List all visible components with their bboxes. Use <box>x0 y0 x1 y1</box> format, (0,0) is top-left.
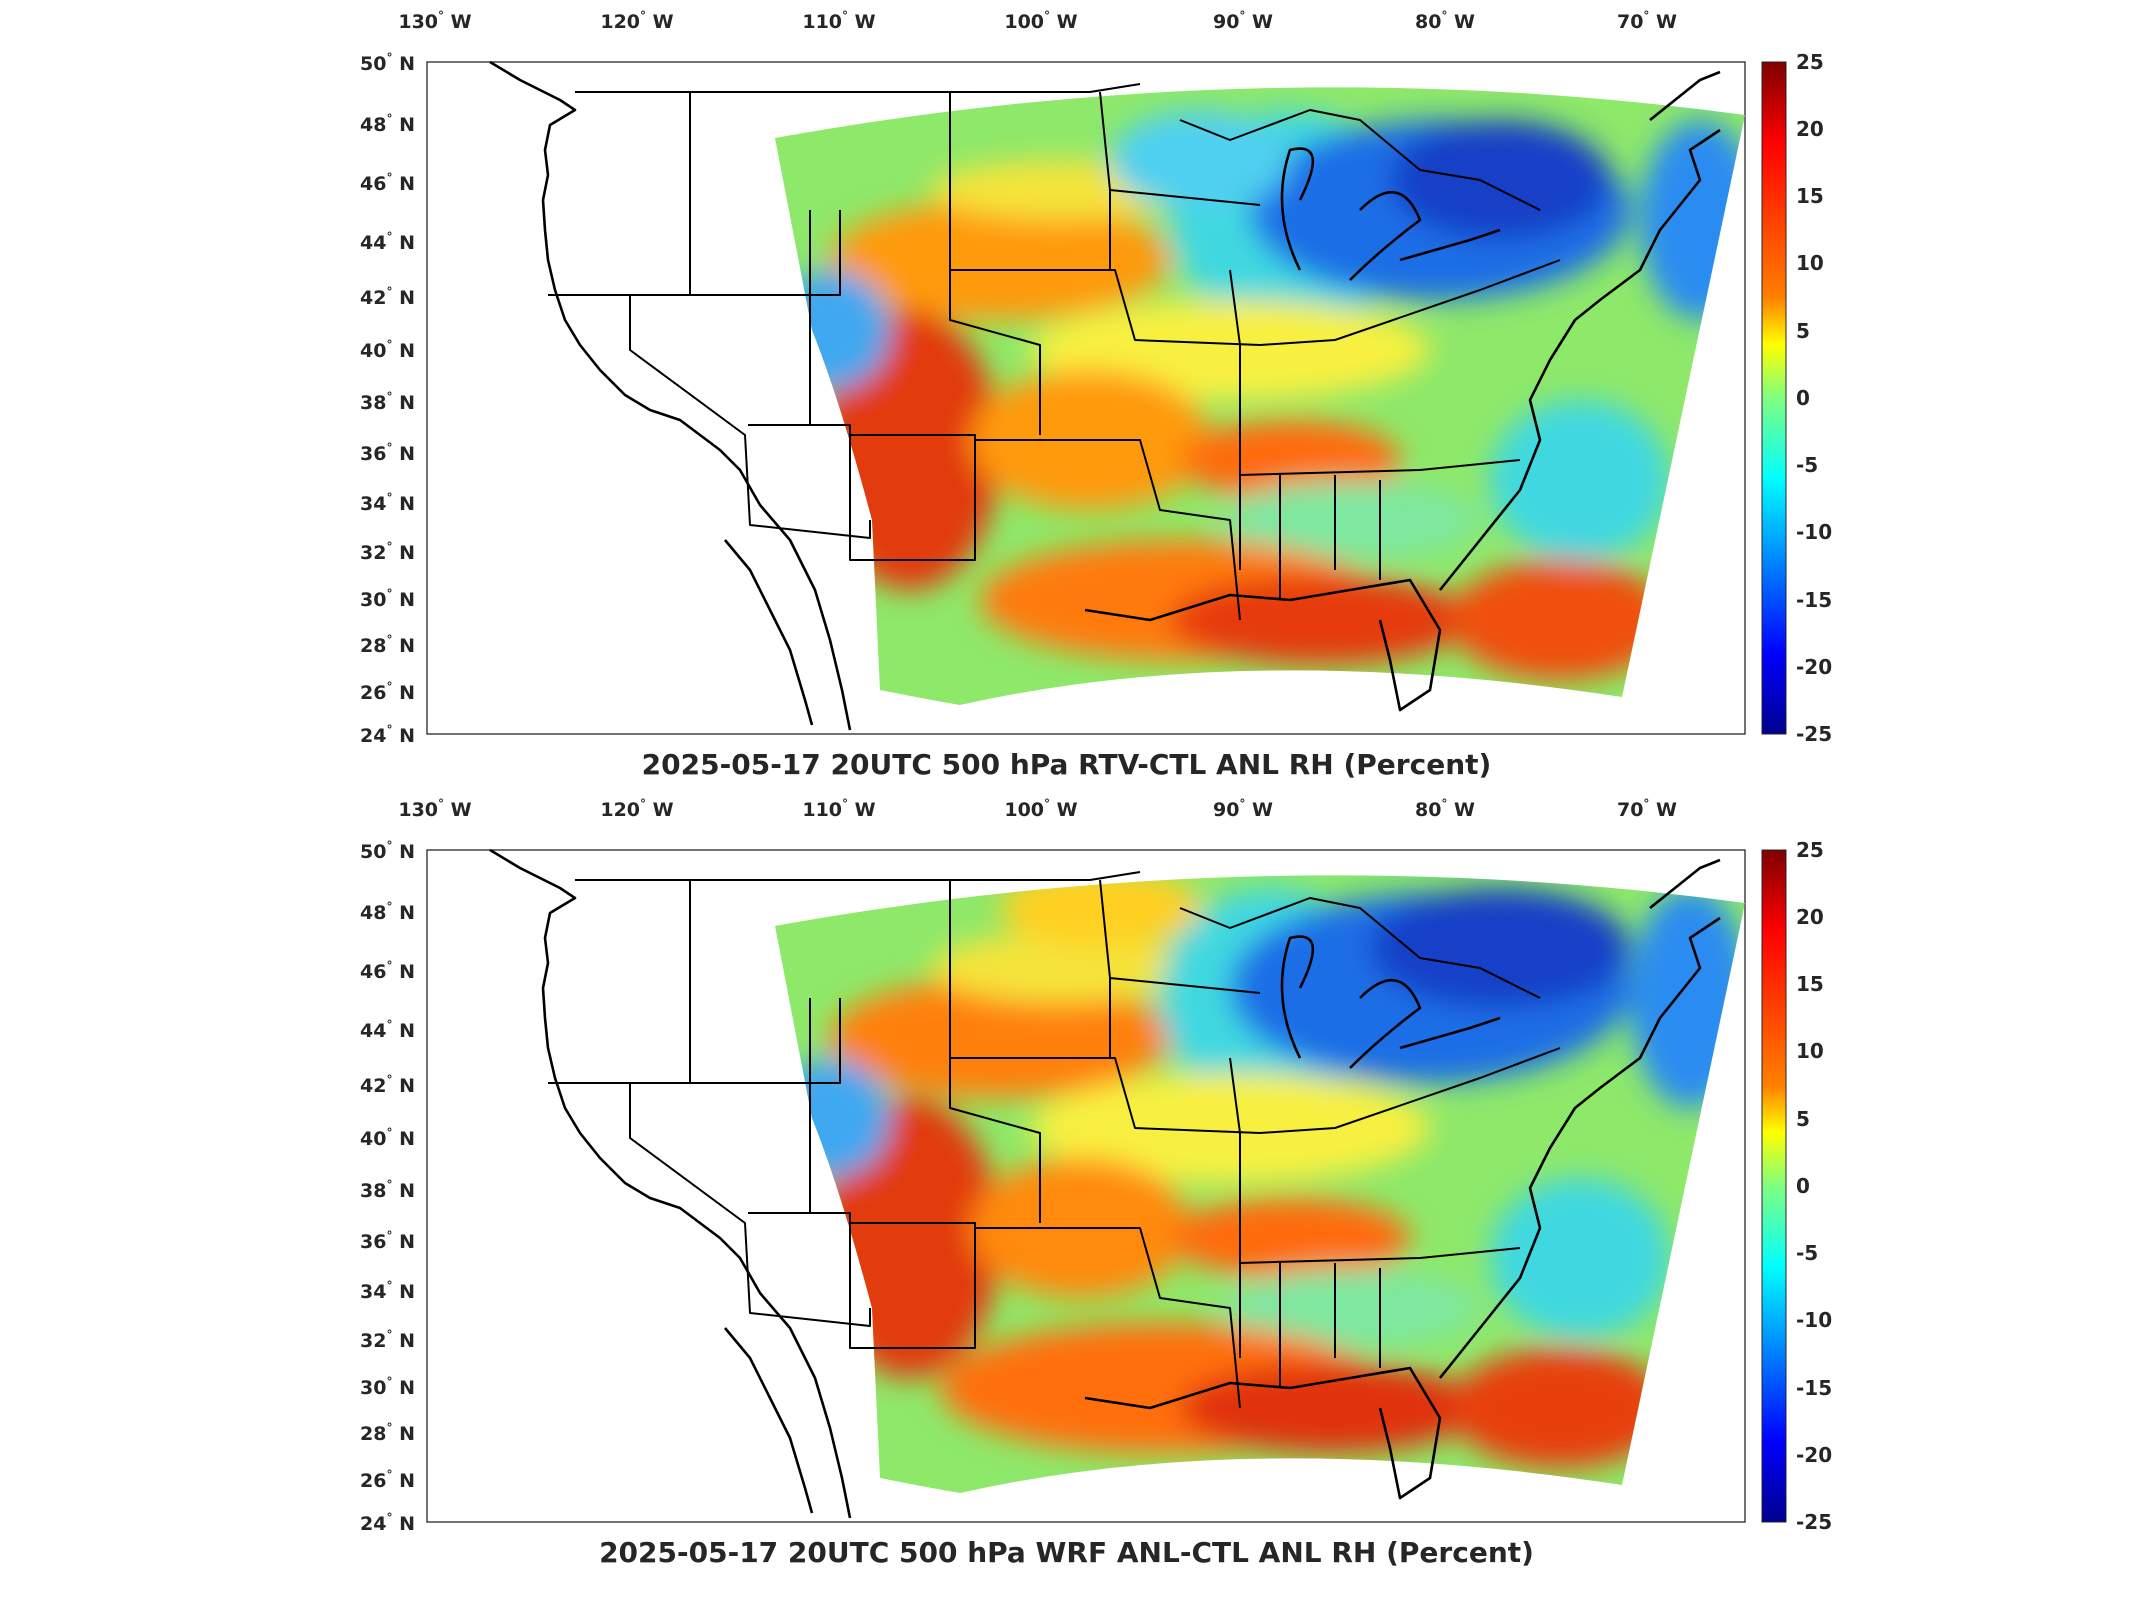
lat-label: 48° N <box>360 112 415 136</box>
lon-label: 70° W <box>1617 797 1677 821</box>
lat-label: 38° N <box>360 1178 415 1202</box>
colorbar: 25 20 15 10 5 0 -5 -10 -15 -20 -25 <box>1761 50 1832 746</box>
colorbar-label: 10 <box>1796 251 1824 275</box>
lat-label: 46° N <box>360 959 415 983</box>
lat-label: 30° N <box>360 587 415 611</box>
longitude-labels: 130° W 120° W 110° W 100° W 90° W 80° W … <box>398 9 1677 33</box>
colorbar-label: 5 <box>1796 319 1810 343</box>
lat-label: 26° N <box>360 1468 415 1492</box>
colorbar-label: 25 <box>1796 838 1824 862</box>
lat-label: 46° N <box>360 171 415 195</box>
colorbar-label: 0 <box>1796 386 1810 410</box>
colorbar-label: 5 <box>1796 1107 1810 1131</box>
lon-label: 90° W <box>1213 797 1273 821</box>
lon-label: 120° W <box>600 9 673 33</box>
lat-label: 50° N <box>360 51 415 75</box>
lat-label: 34° N <box>360 1279 415 1303</box>
lat-label: 32° N <box>360 540 415 564</box>
colorbar: 25 20 15 10 5 0 -5 -10 -15 -20 -25 <box>1761 838 1832 1534</box>
colorbar-label: 0 <box>1796 1174 1810 1198</box>
lat-label: 28° N <box>360 1421 415 1445</box>
rh-difference-field <box>775 875 1745 1493</box>
lat-label: 38° N <box>360 390 415 414</box>
lat-label: 42° N <box>360 1073 415 1097</box>
map-panel-top: 130° W 120° W 110° W 100° W 90° W 80° W … <box>360 9 1832 781</box>
lon-label: 90° W <box>1213 9 1273 33</box>
lat-label: 26° N <box>360 680 415 704</box>
lon-label: 130° W <box>398 9 471 33</box>
map-figure-bottom: 130° W 120° W 110° W 100° W 90° W 80° W … <box>360 797 1832 1535</box>
lat-label: 28° N <box>360 633 415 657</box>
colorbar-label: -15 <box>1796 588 1832 612</box>
lat-label: 30° N <box>360 1375 415 1399</box>
colorbar-label: 10 <box>1796 1039 1824 1063</box>
lon-label: 100° W <box>1004 797 1077 821</box>
colorbar-scale <box>1761 61 1787 735</box>
coastlines-and-borders <box>489 848 1721 1519</box>
lon-label: 70° W <box>1617 9 1677 33</box>
colorbar-label: -5 <box>1796 453 1818 477</box>
colorbar-label: -25 <box>1796 722 1832 746</box>
colorbar-label: -25 <box>1796 1510 1832 1534</box>
rh-difference-field <box>775 87 1745 705</box>
lat-label: 24° N <box>360 723 415 747</box>
colorbar-label: -10 <box>1796 520 1832 544</box>
lat-label: 40° N <box>360 1126 415 1150</box>
lon-label: 100° W <box>1004 9 1077 33</box>
colorbar-scale <box>1761 849 1787 1523</box>
colorbar-label: 20 <box>1796 117 1824 141</box>
colorbar-label: -20 <box>1796 655 1832 679</box>
longitude-labels: 130° W 120° W 110° W 100° W 90° W 80° W … <box>398 797 1677 821</box>
colorbar-label: 15 <box>1796 184 1824 208</box>
lat-label: 36° N <box>360 1229 415 1253</box>
map-figure-top: 130° W 120° W 110° W 100° W 90° W 80° W … <box>360 9 1832 747</box>
lat-label: 24° N <box>360 1511 415 1535</box>
latitude-labels: 50° N 48° N 46° N 44° N 42° N 40° N 38° … <box>360 51 415 747</box>
lon-label: 80° W <box>1415 9 1475 33</box>
panel-title: 2025-05-17 20UTC 500 hPa RTV-CTL ANL RH … <box>641 748 1492 781</box>
lat-label: 34° N <box>360 491 415 515</box>
colorbar-label: 25 <box>1796 50 1824 74</box>
colorbar-label: -10 <box>1796 1308 1832 1332</box>
lat-label: 40° N <box>360 338 415 362</box>
latitude-labels: 50° N 48° N 46° N 44° N 42° N 40° N 38° … <box>360 839 415 1535</box>
colorbar-label: -5 <box>1796 1241 1818 1265</box>
lat-label: 36° N <box>360 441 415 465</box>
colorbar-label: 20 <box>1796 905 1824 929</box>
coastlines-and-borders <box>489 60 1721 731</box>
lat-label: 42° N <box>360 285 415 309</box>
lon-label: 130° W <box>398 797 471 821</box>
map-panel-bottom: 130° W 120° W 110° W 100° W 90° W 80° W … <box>0 788 2133 1588</box>
lat-label: 48° N <box>360 900 415 924</box>
lat-label: 32° N <box>360 1328 415 1352</box>
lon-label: 120° W <box>600 797 673 821</box>
lon-label: 80° W <box>1415 797 1475 821</box>
lon-label: 110° W <box>802 9 875 33</box>
lat-label: 44° N <box>360 1018 415 1042</box>
panel-title: 2025-05-17 20UTC 500 hPa WRF ANL-CTL ANL… <box>599 1536 1534 1569</box>
colorbar-label: -20 <box>1796 1443 1832 1467</box>
colorbar-label: -15 <box>1796 1376 1832 1400</box>
lat-label: 44° N <box>360 230 415 254</box>
colorbar-label: 15 <box>1796 972 1824 996</box>
lon-label: 110° W <box>802 797 875 821</box>
lat-label: 50° N <box>360 839 415 863</box>
